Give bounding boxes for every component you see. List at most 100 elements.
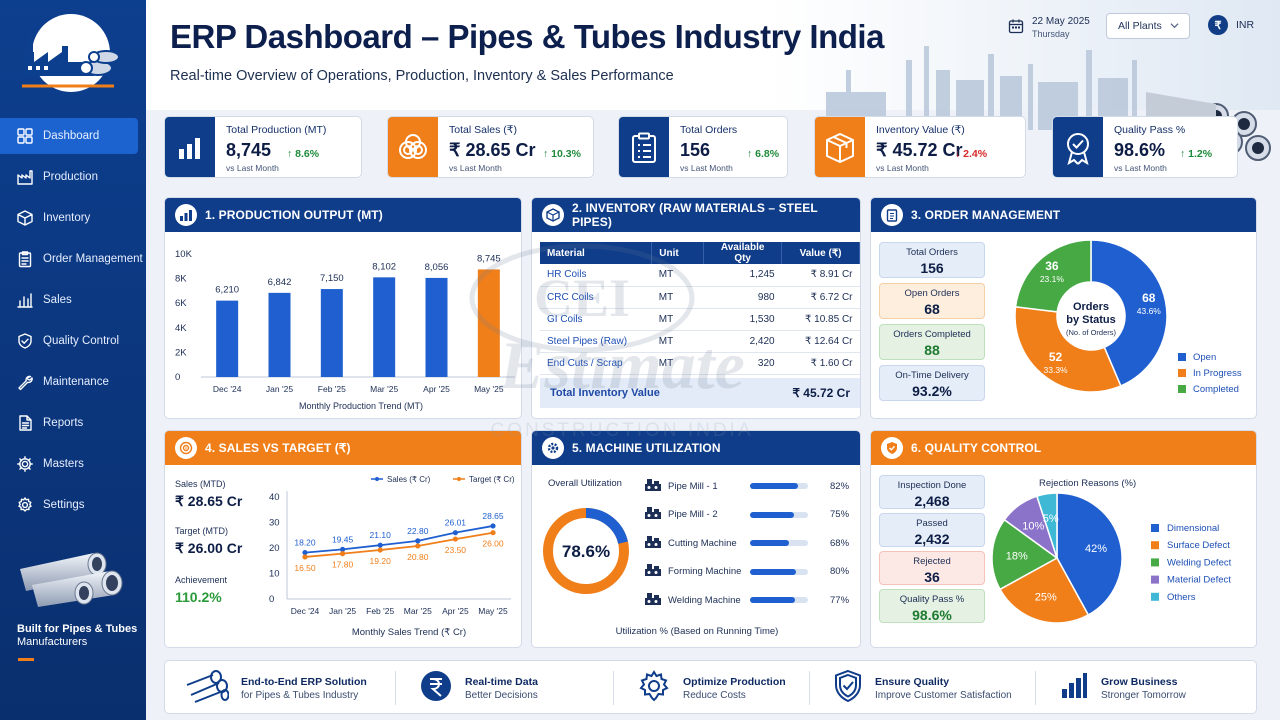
rejection-pie-title: Rejection Reasons (%) (1039, 478, 1137, 489)
box-icon (542, 204, 564, 226)
machine-row[interactable]: Forming Machine 80% (644, 561, 854, 583)
benefit-title: Real-time Data (465, 675, 538, 688)
table-row[interactable]: HR Coils MT 1,245 ₹ 8.91 Cr (540, 264, 860, 287)
machine-row[interactable]: Welding Machine 77% (644, 589, 854, 611)
cell-material: CRC Coils (540, 286, 652, 309)
production-bar[interactable] (216, 300, 239, 377)
legend-label: Others (1167, 592, 1196, 603)
plant-select[interactable]: All Plants (1106, 13, 1190, 39)
cell-qty: 1,245 (703, 264, 782, 287)
sidebar-item-dashboard[interactable]: Dashboard (0, 118, 138, 154)
currency-selector[interactable]: ₹ INR (1208, 15, 1254, 35)
pie-slice-welding-defect[interactable] (991, 518, 1059, 591)
box-icon (815, 117, 865, 177)
machine-row[interactable]: Pipe Mill - 1 82% (644, 475, 854, 497)
sidebar-tagline: Built for Pipes & Tubes Manufacturers (17, 623, 137, 649)
pie-slice-others[interactable] (1035, 492, 1058, 559)
table-row[interactable]: CRC Coils MT 980 ₹ 6.72 Cr (540, 286, 860, 309)
machine-row[interactable]: Cutting Machine 68% (644, 532, 854, 554)
stat-box: Inspection Done 2,468 (879, 475, 985, 509)
production-bar[interactable] (373, 277, 396, 377)
kpi-card-total-sales[interactable]: Total Sales (₹) ₹ 28.65 Cr vs Last Month ↑ … (387, 116, 594, 178)
machine-name: Pipe Mill - 2 (668, 509, 718, 520)
donut-center-label: by Status (1066, 314, 1116, 326)
data-point[interactable] (302, 554, 308, 560)
sidebar-item-sales[interactable]: Sales (0, 282, 146, 318)
utilization-bar-fill (750, 511, 794, 518)
kpi-value: ₹ 45.72 Cr (876, 140, 963, 160)
benefit-title: Grow Business (1101, 675, 1178, 688)
kpi-card-total-orders[interactable]: Total Orders 156 vs Last Month ↑ 6.8% (618, 116, 788, 178)
production-bar[interactable] (425, 277, 448, 377)
table-row[interactable]: End Cuts / Scrap MT 320 ₹ 1.60 Cr (540, 352, 860, 375)
kpi-card-inventory-value[interactable]: Inventory Value (₹) ₹ 45.72 Cr vs Last Mon… (814, 116, 1026, 178)
data-point[interactable] (415, 538, 421, 544)
sidebar-item-maintenance[interactable]: Maintenance (0, 364, 146, 400)
production-bar[interactable] (268, 292, 291, 377)
sidebar-item-production[interactable]: Production (0, 159, 146, 195)
table-row[interactable]: GI Coils MT 1,530 ₹ 10.85 Cr (540, 308, 860, 331)
stat-label: Orders Completed (893, 329, 971, 340)
data-point[interactable] (377, 542, 383, 548)
sales-line-chart: 40 30 20 10 0 Dec '24 Jan '25 Feb '25 Mar '25 Apr… (269, 475, 515, 638)
data-label: 23.50 (445, 545, 467, 555)
data-label: 19.20 (370, 556, 392, 566)
data-point[interactable] (415, 543, 421, 549)
data-point[interactable] (490, 530, 496, 536)
cell-qty: 1,530 (703, 308, 782, 331)
table-row[interactable]: Steel Pipes (Raw) MT 2,420 ₹ 12.64 Cr (540, 330, 860, 353)
bar-value-label: 6,842 (268, 277, 292, 288)
shield-icon (833, 669, 875, 708)
data-point[interactable] (340, 546, 346, 553)
column-header[interactable]: Unit (651, 242, 705, 264)
y-tick-label: 40 (269, 492, 280, 503)
date-text: 22 May 2025 (1032, 16, 1090, 27)
cog-icon (18, 497, 32, 512)
sidebar-item-settings[interactable]: Settings (0, 487, 146, 523)
column-header[interactable]: Available Qty (703, 242, 783, 264)
data-point[interactable] (452, 536, 458, 542)
pie-slice-surface-defect[interactable] (999, 556, 1090, 624)
machine-row[interactable]: Pipe Mill - 2 75% (644, 504, 854, 526)
sidebar-item-order-management[interactable]: Order Management (0, 241, 146, 277)
production-bar[interactable] (477, 269, 500, 377)
inventory-table: Material Unit Available Qty Value (₹) HR Co… (540, 242, 860, 375)
x-tick-label: Dec '24 (291, 606, 320, 616)
legend-swatch (1151, 541, 1159, 550)
donut-center-sublabel: (No. of Orders) (1066, 328, 1117, 337)
legend-swatch (1178, 369, 1186, 377)
sidebar-item-reports[interactable]: Reports (0, 405, 146, 441)
orders-panel: 3. ORDER MANAGEMENT Total Orders 156 Open … (870, 197, 1257, 419)
data-point[interactable] (490, 523, 496, 529)
column-header[interactable]: Value (₹) (781, 242, 860, 264)
kpi-card-quality-pass[interactable]: Quality Pass % 98.6% vs Last Month ↑ 1.2% (1052, 116, 1238, 178)
rupee-icon (419, 669, 465, 708)
production-panel: 1. PRODUCTION OUTPUT (MT) 10K 8K 6K 4K 2K 0 6,… (164, 197, 522, 419)
pie-slice-dimensional[interactable] (1056, 492, 1123, 616)
stat-value: 36 (924, 569, 940, 585)
data-point[interactable] (452, 530, 458, 536)
sidebar-item-masters[interactable]: Masters (0, 446, 146, 482)
column-header[interactable]: Material (540, 242, 653, 264)
sidebar-item-inventory[interactable]: Inventory (0, 200, 146, 236)
stat-label: Quality Pass % (899, 594, 965, 605)
factory-icon (17, 170, 33, 185)
kpi-subtext: vs Last Month (226, 163, 279, 173)
sidebar-item-label: Sales (43, 294, 72, 306)
kpi-card-total-production-mt[interactable]: Total Production (MT) 8,745 vs Last Month ↑… (164, 116, 362, 178)
header: ERP Dashboard – Pipes & Tubes Industry I… (146, 0, 1280, 161)
data-point[interactable] (377, 547, 383, 553)
date-display: 22 May 2025 Thursday (1008, 16, 1090, 39)
badge-icon (1053, 117, 1103, 177)
x-tick-label: Dec '24 (213, 384, 242, 394)
slice-percent: 10% (1022, 520, 1044, 532)
data-point[interactable] (340, 551, 346, 557)
mill-icon (644, 504, 662, 525)
sidebar-item-quality-control[interactable]: Quality Control (0, 323, 146, 359)
utilization-bar-fill (750, 483, 798, 489)
production-bar-chart: 10K 8K 6K 4K 2K 0 6,210 Dec '24 6,842 Jan '25 7,15… (175, 249, 515, 411)
y-tick-label: 2K (175, 347, 187, 358)
data-point[interactable] (302, 549, 308, 556)
production-bar[interactable] (320, 289, 343, 377)
